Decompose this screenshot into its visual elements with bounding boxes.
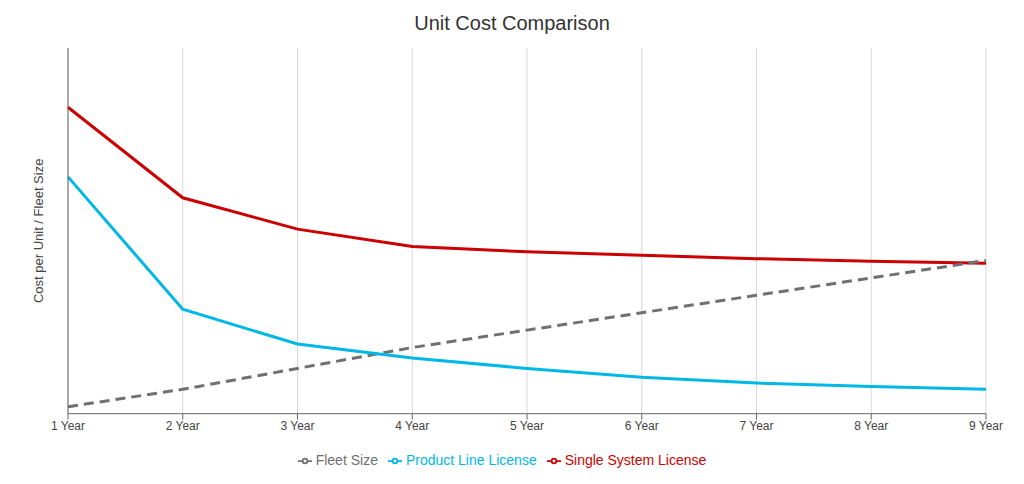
svg-text:2 Year: 2 Year (166, 419, 200, 433)
html-text:Unit Cost Comparison: Unit Cost Comparison (414, 12, 610, 34)
svg-text:3 Year: 3 Year (280, 419, 314, 433)
svg-text:4 Year: 4 Year (395, 419, 429, 433)
html-text:Product Line License: Product Line License (405, 451, 537, 468)
svg-text:6 Year: 6 Year (625, 419, 659, 433)
html-text:Single System License: Single System License (564, 451, 707, 468)
html-text:Fleet Size: Fleet Size (315, 451, 378, 468)
svg-text:8 Year: 8 Year (854, 419, 888, 433)
svg-text:7 Year: 7 Year (739, 419, 773, 433)
svg-text:Cost per Unit / Fleet Size: Cost per Unit / Fleet Size (31, 159, 46, 304)
svg-text:5 Year: 5 Year (510, 419, 544, 433)
svg-text:9 Year: 9 Year (969, 419, 1003, 433)
svg-text:1 Year: 1 Year (51, 419, 85, 433)
